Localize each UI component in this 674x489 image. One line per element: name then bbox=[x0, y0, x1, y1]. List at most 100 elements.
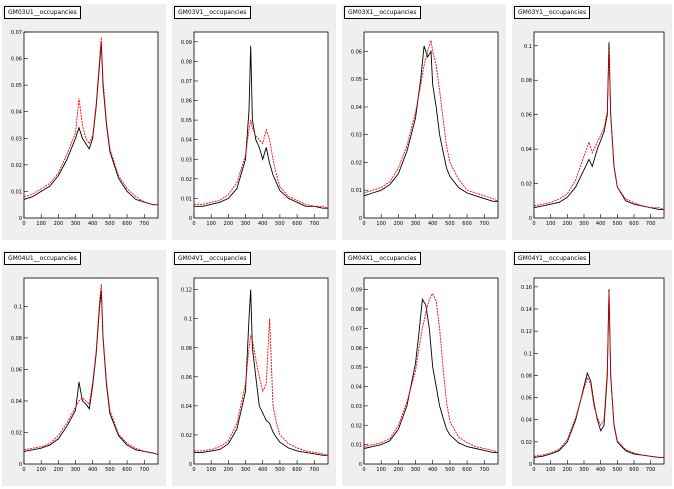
chart-title: GM03X1__occupancies bbox=[344, 6, 421, 19]
x-tick-label: 200 bbox=[224, 221, 234, 227]
x-tick-label: 200 bbox=[54, 221, 64, 227]
x-tick-label: 700 bbox=[646, 467, 656, 473]
y-tick-label: 0.06 bbox=[521, 396, 532, 402]
x-tick-label: 200 bbox=[224, 467, 234, 473]
series-line-red bbox=[533, 49, 665, 210]
y-tick-label: 0.06 bbox=[181, 375, 192, 381]
chart-panel: GM03Y1__occupancies 0 100 200 300 400 500 600 70… bbox=[512, 4, 672, 240]
series-line-red bbox=[194, 318, 329, 456]
chart-svg: 0 100 200 300 400 500 600 700 0.01 0.02 0.03 0.04 0.… bbox=[351, 31, 499, 227]
x-tick-label: 100 bbox=[546, 221, 556, 227]
x-tick-label: 300 bbox=[241, 467, 251, 473]
y-tick-label: 0.06 bbox=[351, 346, 362, 352]
series-line-black bbox=[194, 289, 328, 456]
chart-title: GM03V1__occupancies bbox=[174, 6, 251, 19]
x-tick-label: 100 bbox=[36, 221, 46, 227]
series-line-red bbox=[23, 37, 158, 206]
y-tick-label: 0.04 bbox=[11, 110, 22, 116]
x-tick-label: 600 bbox=[292, 221, 302, 227]
x-tick-label: 300 bbox=[579, 467, 589, 473]
y-tick-label: 0.02 bbox=[11, 430, 22, 436]
y-tick-label: 0.01 bbox=[351, 188, 362, 194]
plot-frame bbox=[193, 277, 329, 465]
x-tick-label: 500 bbox=[105, 221, 115, 227]
x-tick-label: 500 bbox=[613, 467, 623, 473]
plot-frame bbox=[533, 31, 665, 219]
y-tick-label: 0 bbox=[189, 216, 192, 222]
x-tick-label: 700 bbox=[139, 467, 149, 473]
x-tick-label: 500 bbox=[613, 221, 623, 227]
chart-title: GM04X1__occupancies bbox=[344, 252, 421, 265]
y-tick-label: 0.08 bbox=[521, 78, 532, 84]
x-tick-label: 300 bbox=[71, 221, 81, 227]
x-tick-label: 100 bbox=[206, 221, 216, 227]
x-tick-label: 100 bbox=[206, 467, 216, 473]
x-tick-label: 300 bbox=[411, 221, 421, 227]
y-tick-label: 0.03 bbox=[351, 404, 362, 410]
x-tick-label: 400 bbox=[258, 467, 268, 473]
y-tick-label: 0.1 bbox=[14, 304, 22, 310]
chart-panel: GM03U1__occupancies 0 100 200 300 400 500 600 70… bbox=[2, 4, 166, 240]
y-tick-label: 0.06 bbox=[11, 367, 22, 373]
x-tick-label: 0 bbox=[22, 467, 25, 473]
y-tick-label: 0.02 bbox=[181, 177, 192, 183]
y-tick-label: 0.14 bbox=[521, 307, 532, 313]
x-tick-label: 0 bbox=[362, 467, 365, 473]
chart-title: GM03Y1__occupancies bbox=[514, 6, 591, 19]
y-tick-label: 0.04 bbox=[11, 399, 22, 405]
chart-title: GM04Y1__occupancies bbox=[514, 252, 591, 265]
y-tick-label: 0 bbox=[529, 216, 532, 222]
y-tick-label: 0.04 bbox=[181, 404, 192, 410]
y-tick-label: 0.01 bbox=[11, 189, 22, 195]
plot-frame bbox=[533, 277, 665, 465]
series-line-red bbox=[363, 40, 499, 202]
series-line-red bbox=[533, 292, 664, 458]
x-tick-label: 400 bbox=[88, 467, 98, 473]
chart-panel: GM04X1__occupancies 0 100 200 300 400 500 600 70… bbox=[342, 250, 506, 486]
x-tick-label: 0 bbox=[532, 467, 535, 473]
y-tick-label: 0.04 bbox=[521, 418, 532, 424]
chart-svg: 0 100 200 300 400 500 600 700 0.01 0.02 0.03 0.04 0.… bbox=[11, 30, 159, 227]
chart-panel: GM03V1__occupancies 0 100 200 300 400 500 600 70… bbox=[172, 4, 336, 240]
x-tick-label: 300 bbox=[71, 467, 81, 473]
x-tick-label: 500 bbox=[275, 467, 285, 473]
y-tick-label: 0.08 bbox=[351, 307, 362, 313]
plot-frame bbox=[23, 31, 159, 219]
plot-frame bbox=[193, 31, 329, 219]
y-tick-label: 0.02 bbox=[521, 182, 532, 188]
x-tick-label: 200 bbox=[394, 467, 404, 473]
y-tick-label: 0.12 bbox=[521, 329, 532, 335]
y-tick-label: 0.02 bbox=[11, 163, 22, 169]
x-tick-label: 400 bbox=[88, 221, 98, 227]
y-tick-label: 0.04 bbox=[521, 147, 532, 153]
plot-frame bbox=[363, 277, 499, 465]
y-tick-label: 0.08 bbox=[11, 336, 22, 342]
x-tick-label: 200 bbox=[563, 467, 573, 473]
y-tick-label: 0.05 bbox=[351, 365, 362, 371]
x-tick-label: 600 bbox=[122, 221, 132, 227]
chart-svg: 0 100 200 300 400 500 600 700 0.02 0.04 0.06 0.08 0.… bbox=[521, 31, 665, 227]
x-tick-label: 300 bbox=[411, 467, 421, 473]
x-tick-label: 400 bbox=[596, 467, 606, 473]
chart-svg: 0 100 200 300 400 500 600 700 0.02 0.04 0.06 0.08 0.… bbox=[11, 277, 159, 473]
y-tick-label: 0 bbox=[19, 216, 22, 222]
y-tick-label: 0.16 bbox=[521, 285, 532, 291]
y-tick-label: 0.05 bbox=[181, 118, 192, 124]
x-tick-label: 200 bbox=[563, 221, 573, 227]
x-tick-label: 0 bbox=[22, 221, 25, 227]
x-tick-label: 700 bbox=[309, 221, 319, 227]
x-tick-label: 100 bbox=[376, 221, 386, 227]
y-tick-label: 0.06 bbox=[351, 49, 362, 55]
y-tick-label: 0.02 bbox=[521, 440, 532, 446]
y-tick-label: 0.05 bbox=[351, 77, 362, 83]
chart-panel: GM03X1__occupancies 0 100 200 300 400 500 600 70… bbox=[342, 4, 506, 240]
y-tick-label: 0.06 bbox=[11, 57, 22, 63]
y-tick-label: 0.1 bbox=[524, 351, 532, 357]
plot-frame bbox=[23, 277, 159, 465]
x-tick-label: 700 bbox=[646, 221, 656, 227]
y-tick-label: 0 bbox=[189, 462, 192, 468]
y-tick-label: 0 bbox=[359, 462, 362, 468]
x-tick-label: 600 bbox=[462, 221, 472, 227]
y-tick-label: 0.09 bbox=[351, 288, 362, 294]
chart-svg: 0 100 200 300 400 500 600 700 0.01 0.02 0.03 0.04 0.… bbox=[351, 277, 499, 473]
